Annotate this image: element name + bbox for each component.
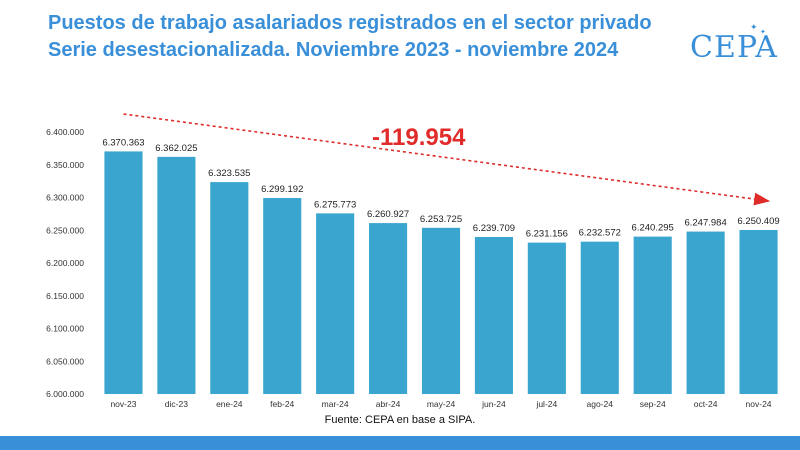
title-line-1: Puestos de trabajo asalariados registrad…	[48, 12, 652, 34]
x-tick-label: ene-24	[216, 399, 243, 409]
bar-value-label: 6.247.984	[684, 218, 726, 229]
y-tick-label: 6.150.000	[46, 291, 84, 301]
source-note: Fuente: CEPA en base a SIPA.	[324, 414, 476, 426]
bar-value-label: 6.253.725	[420, 214, 462, 225]
x-tick-label: mar-24	[322, 399, 349, 409]
x-tick-label: abr-24	[376, 399, 401, 409]
logo-star-icon: ✦	[760, 29, 766, 36]
logo-text: CEPA	[690, 30, 778, 65]
bar	[316, 213, 355, 394]
x-tick-label: nov-24	[746, 399, 772, 409]
bar-value-label: 6.240.295	[632, 223, 674, 234]
bar	[580, 241, 619, 394]
bar-value-label: 6.299.192	[261, 184, 303, 195]
x-axis: nov-23 dic-23 ene-24 feb-24 mar-24 abr-24 may-…	[110, 399, 771, 409]
bar	[739, 229, 778, 394]
x-tick-label: jun-24	[481, 399, 506, 409]
bar-value-label: 6.250.409	[737, 216, 779, 227]
bar-chart: 6.000.000 6.050.000 6.100.000 6.150.000 6.20…	[46, 113, 780, 409]
y-tick-label: 6.250.000	[46, 225, 84, 235]
chart-area: 6.000.000 6.050.000 6.100.000 6.150.000 6.20…	[0, 100, 800, 420]
footer-bar	[0, 436, 800, 450]
bar-series	[104, 151, 778, 394]
bar	[210, 182, 249, 394]
x-tick-label: oct-24	[694, 399, 718, 409]
bar	[263, 198, 302, 394]
bar-value-label: 6.275.773	[314, 199, 356, 210]
y-tick-label: 6.350.000	[46, 160, 84, 170]
x-tick-label: jul-24	[535, 399, 557, 409]
x-tick-label: nov-23	[110, 399, 136, 409]
logo-star-icon: ✦	[765, 39, 771, 45]
change-annotation: -119.954	[372, 124, 466, 151]
logo-star-icon: ✦	[750, 22, 758, 32]
chart-title: Puestos de trabajo asalariados registrad…	[48, 10, 688, 64]
y-axis: 6.000.000 6.050.000 6.100.000 6.150.000 6.20…	[46, 127, 84, 399]
bar-value-label: 6.260.927	[367, 209, 409, 220]
x-tick-label: dic-23	[165, 399, 188, 409]
x-tick-label: may-24	[427, 399, 456, 409]
y-tick-label: 6.200.000	[46, 258, 84, 268]
bar	[157, 156, 196, 394]
trend-arrow	[123, 113, 771, 206]
bar-value-label: 6.231.156	[526, 229, 568, 240]
bar-value-label: 6.323.535	[208, 168, 250, 179]
bar	[421, 227, 461, 394]
y-tick-label: 6.000.000	[46, 389, 84, 399]
y-tick-label: 6.400.000	[46, 127, 84, 137]
bar	[474, 236, 513, 394]
bar-value-label: 6.370.363	[102, 137, 144, 148]
x-tick-label: sep-24	[640, 399, 666, 409]
cepa-logo: CEPA ✦ ✦ ✦	[690, 22, 780, 72]
bar	[633, 236, 672, 394]
bar-value-label: 6.232.572	[579, 228, 621, 239]
bar	[104, 151, 143, 394]
y-tick-label: 6.300.000	[46, 193, 84, 203]
value-labels: 6.370.363 6.362.025 6.323.535 6.299.192 6.27…	[102, 137, 779, 239]
bar	[369, 223, 408, 394]
x-tick-label: feb-24	[270, 399, 294, 409]
bar	[527, 242, 566, 394]
bar-value-label: 6.239.709	[473, 223, 515, 234]
bar	[686, 231, 725, 394]
y-tick-label: 6.100.000	[46, 324, 84, 334]
bar-value-label: 6.362.025	[155, 143, 197, 154]
y-tick-label: 6.050.000	[46, 356, 84, 366]
x-tick-label: ago-24	[587, 399, 614, 409]
title-line-2: Serie desestacionalizada. Noviembre 2023…	[48, 39, 619, 61]
